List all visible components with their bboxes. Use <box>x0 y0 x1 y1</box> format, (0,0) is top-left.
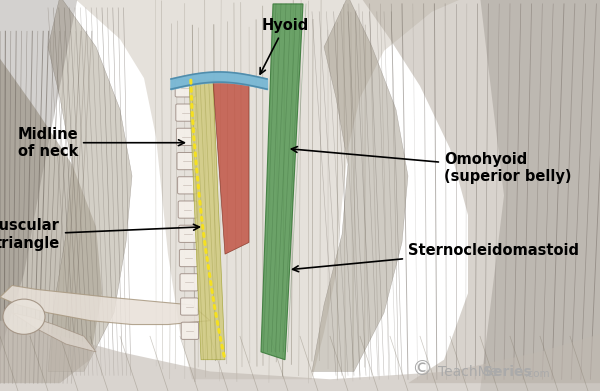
FancyBboxPatch shape <box>175 80 196 97</box>
Polygon shape <box>0 0 78 352</box>
Text: Series: Series <box>483 365 532 379</box>
Polygon shape <box>480 0 600 391</box>
FancyBboxPatch shape <box>177 152 197 170</box>
Text: .com: .com <box>525 369 551 379</box>
FancyBboxPatch shape <box>178 201 197 218</box>
FancyBboxPatch shape <box>181 322 199 339</box>
Ellipse shape <box>3 299 45 334</box>
Polygon shape <box>72 0 468 379</box>
FancyBboxPatch shape <box>179 225 197 242</box>
FancyBboxPatch shape <box>179 249 198 267</box>
Polygon shape <box>360 0 600 383</box>
Text: Sternocleidomastoid: Sternocleidomastoid <box>293 243 579 272</box>
Polygon shape <box>261 4 303 360</box>
Polygon shape <box>48 0 132 371</box>
Text: Muscular
triangle: Muscular triangle <box>0 219 199 251</box>
Polygon shape <box>213 80 249 254</box>
Polygon shape <box>0 285 210 325</box>
FancyBboxPatch shape <box>178 177 197 194</box>
FancyBboxPatch shape <box>176 128 196 145</box>
Polygon shape <box>0 321 600 391</box>
Text: Omohyoid
(superior belly): Omohyoid (superior belly) <box>292 147 571 184</box>
Text: Midline
of neck: Midline of neck <box>17 127 184 159</box>
FancyBboxPatch shape <box>176 104 196 121</box>
Polygon shape <box>0 59 102 383</box>
Polygon shape <box>189 80 225 360</box>
Polygon shape <box>12 313 96 352</box>
Text: ©: © <box>411 359 432 379</box>
Text: Hyoid: Hyoid <box>260 18 308 74</box>
Text: TeachMe: TeachMe <box>438 365 498 379</box>
FancyBboxPatch shape <box>181 298 198 315</box>
Polygon shape <box>312 0 408 371</box>
FancyBboxPatch shape <box>180 274 198 291</box>
